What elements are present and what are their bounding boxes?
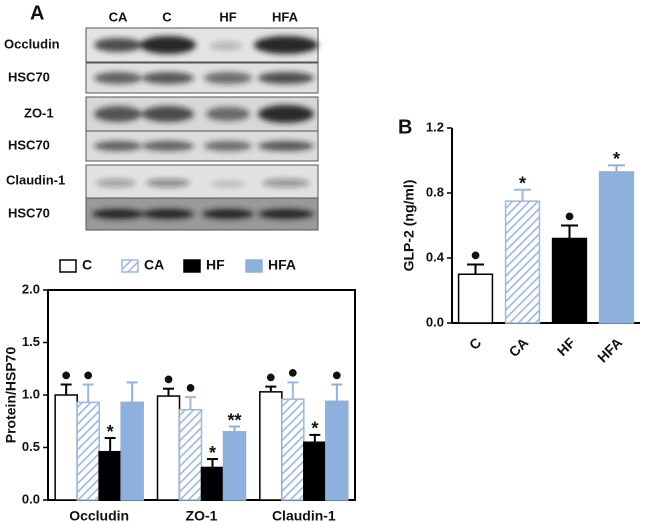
bar — [200, 466, 225, 501]
legend-swatch — [183, 259, 201, 273]
x-tick-label: Occludin — [69, 508, 129, 522]
y-tick-label: 0.5 — [22, 439, 40, 454]
lane-label: CA — [109, 9, 128, 24]
bar — [54, 394, 78, 501]
y-tick-label: 2.0 — [22, 281, 40, 296]
legend-swatch — [59, 259, 77, 273]
panel-label: A — [30, 2, 44, 24]
legend-label: HFA — [268, 257, 296, 273]
significance-mark: * — [311, 419, 318, 439]
bar — [259, 391, 283, 501]
bar — [457, 273, 494, 324]
bar — [504, 200, 541, 324]
legend-swatch — [245, 259, 263, 273]
blot-row-label: HSC70 — [8, 137, 50, 152]
significance-mark: ● — [331, 364, 342, 384]
blot-row-label: HSC70 — [8, 69, 50, 84]
x-tick-label: HFA — [594, 334, 625, 365]
x-tick-label: Claudin-1 — [272, 508, 336, 522]
y-tick-label: 1.0 — [22, 386, 40, 401]
legend-label: C — [82, 257, 92, 273]
significance-mark: ● — [185, 377, 196, 397]
bar — [303, 441, 327, 501]
y-tick-label: 0.0 — [426, 314, 444, 329]
lane-label: HFA — [272, 9, 299, 24]
y-tick-label: 1.5 — [22, 334, 40, 349]
significance-mark: * — [209, 443, 216, 463]
y-axis-title: GLP-2 (ng/ml) — [401, 180, 417, 272]
significance-mark: * — [107, 422, 114, 442]
x-tick-label: CA — [506, 334, 532, 360]
blot-row-label: HSC70 — [8, 205, 50, 220]
bar — [281, 398, 305, 501]
x-tick-label: ZO-1 — [186, 508, 218, 522]
y-tick-label: 0.4 — [426, 249, 445, 264]
x-tick-label: C — [466, 334, 484, 352]
significance-mark: * — [519, 174, 526, 194]
lane-label: C — [162, 9, 172, 24]
significance-mark: ● — [564, 205, 575, 225]
bar — [551, 237, 588, 324]
significance-mark: ● — [287, 362, 298, 382]
y-tick-label: 1.2 — [426, 119, 444, 134]
legend-label: CA — [144, 257, 164, 273]
blot-row-label: Claudin-1 — [6, 172, 65, 187]
significance-mark: ● — [265, 366, 276, 386]
bar — [222, 431, 247, 501]
significance-mark: ● — [83, 364, 94, 384]
bar — [598, 171, 635, 324]
significance-mark: * — [613, 149, 620, 169]
bar — [98, 450, 122, 501]
panel-label: B — [398, 116, 412, 138]
lane-label: HF — [219, 9, 236, 24]
y-axis-title: Protein/HSP70 — [3, 347, 19, 444]
bar — [120, 401, 144, 501]
y-tick-label: 0.0 — [22, 491, 40, 506]
blot-row-label: Occludin — [4, 36, 60, 51]
significance-mark: ● — [163, 368, 174, 388]
y-tick-label: 0.8 — [426, 184, 444, 199]
bar — [156, 395, 181, 501]
significance-mark: ** — [227, 410, 241, 430]
bar — [178, 408, 203, 501]
bar — [76, 401, 100, 501]
legend-label: HF — [206, 257, 225, 273]
blot-row-label: ZO-1 — [24, 105, 54, 120]
bar — [325, 400, 349, 501]
blot-image — [85, 27, 319, 231]
x-tick-label: HF — [554, 334, 579, 359]
significance-mark: ● — [470, 244, 481, 264]
significance-mark: ● — [61, 364, 72, 384]
legend-swatch — [121, 259, 139, 273]
